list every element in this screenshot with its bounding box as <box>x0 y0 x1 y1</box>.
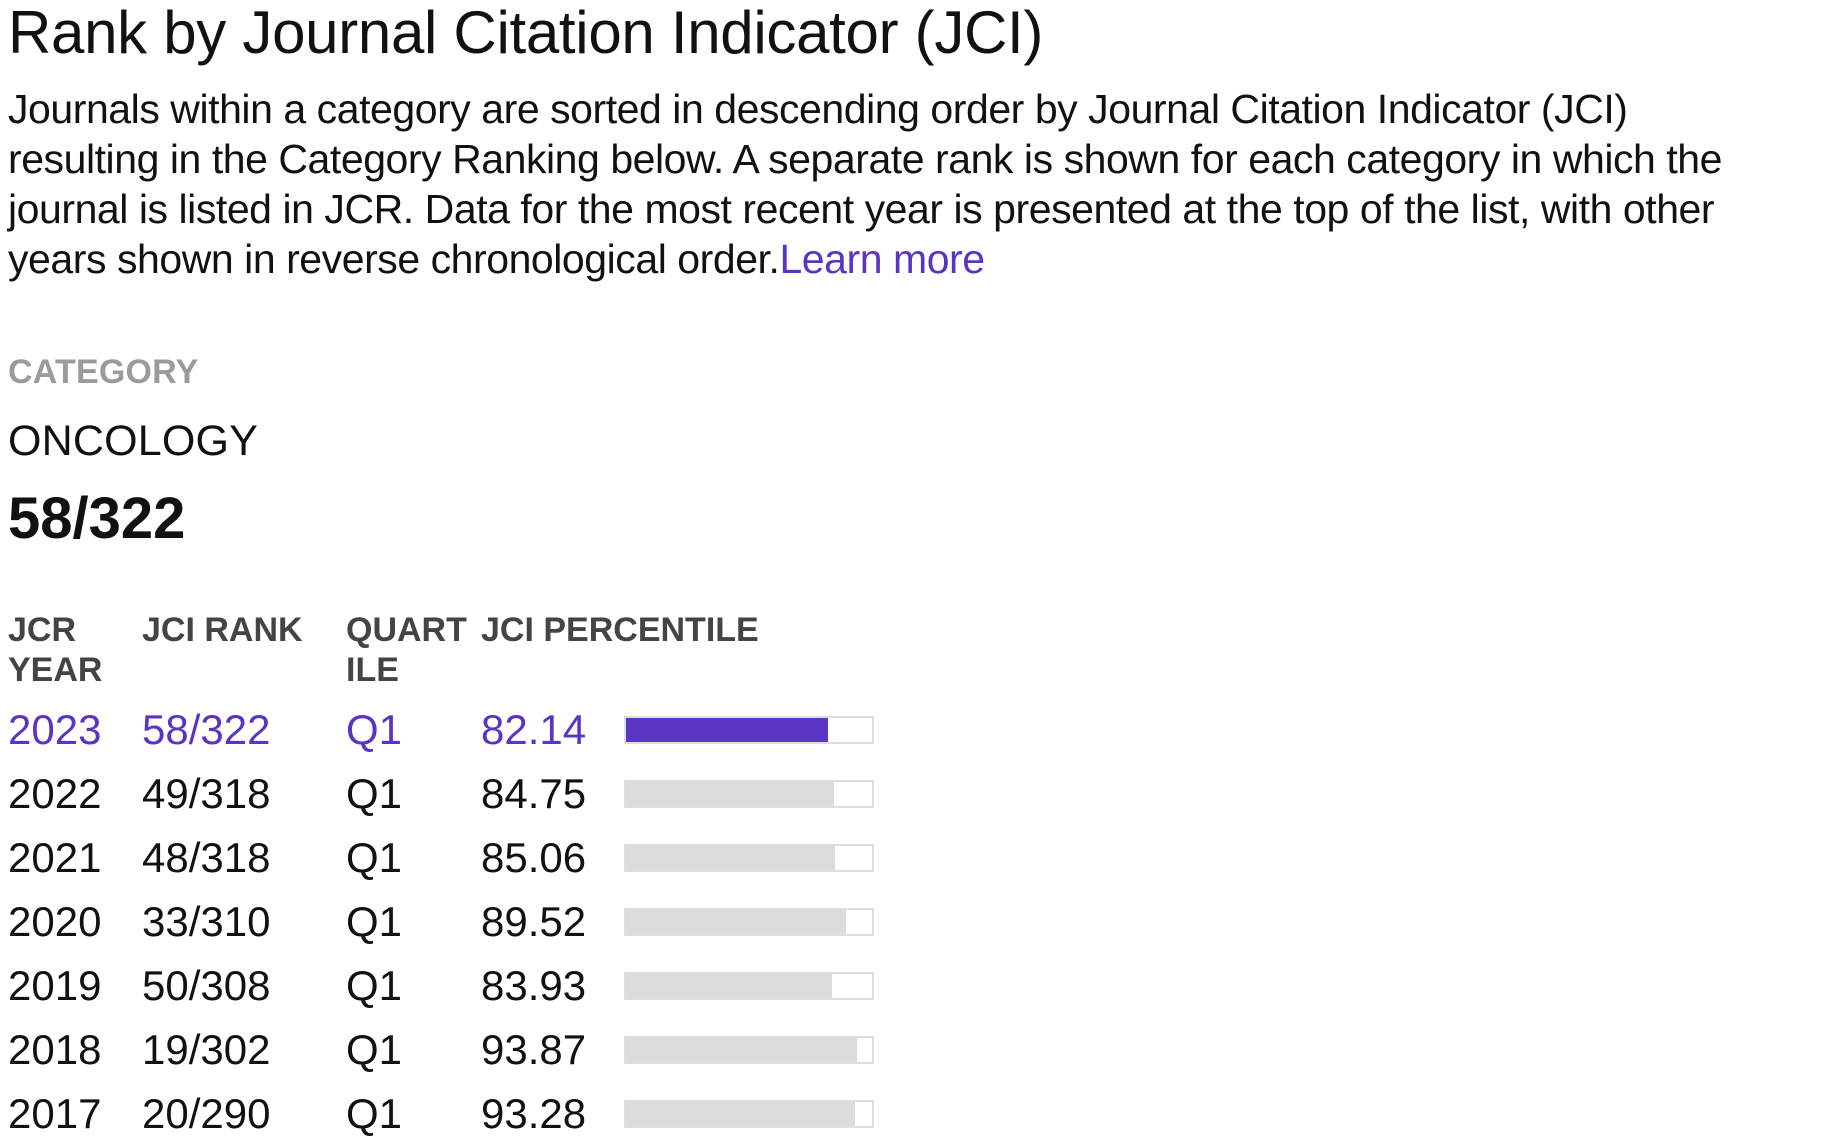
description-line-3: journal is listed in JCR. Data for the m… <box>8 186 1715 232</box>
row-quartile: Q1 <box>346 770 403 817</box>
row-percentile-bar-cell <box>624 698 884 762</box>
percentile-bar-fill <box>626 1038 857 1062</box>
header-quartile-line-2: ILE <box>346 651 399 689</box>
percentile-bar <box>624 716 874 744</box>
description-line-4: years shown in reverse chronological ord… <box>8 234 1820 284</box>
row-percentile: 89.52 <box>481 898 587 945</box>
percentile-bar <box>624 908 874 936</box>
row-percentile-bar-cell <box>624 762 884 826</box>
row-jci-rank: 33/310 <box>142 898 271 945</box>
category-name: ONCOLOGY <box>8 417 259 465</box>
row-jci-rank: 48/318 <box>142 834 271 881</box>
table-row: 2018 19/302 Q1 93.87 <box>8 1018 884 1082</box>
row-jci-rank: 50/308 <box>142 962 271 1009</box>
row-jci-rank: 49/318 <box>142 770 271 817</box>
row-quartile: Q1 <box>346 962 403 1009</box>
header-jci-percentile: JCI PERCENTILE <box>481 611 759 649</box>
percentile-bar <box>624 1036 874 1064</box>
description: Journals within a category are sorted in… <box>8 84 1820 284</box>
row-jci-rank: 58/322 <box>142 706 271 753</box>
row-percentile-bar-cell <box>624 826 884 890</box>
ranking-table-body: 2023 58/322 Q1 82.14 2022 49/318 Q1 84.75 2021 48… <box>8 698 884 1146</box>
percentile-bar-fill <box>626 1102 856 1126</box>
row-quartile: Q1 <box>346 834 403 881</box>
row-quartile: Q1 <box>346 706 403 753</box>
row-percentile: 93.28 <box>481 1090 587 1137</box>
percentile-bar <box>624 780 874 808</box>
row-percentile-bar-cell <box>624 1018 884 1082</box>
row-percentile: 85.06 <box>481 834 587 881</box>
percentile-bar <box>624 844 874 872</box>
learn-more-link[interactable]: Learn more <box>779 236 985 282</box>
header-quartile-line-1: QUART <box>346 611 467 649</box>
row-percentile: 93.87 <box>481 1026 587 1073</box>
row-percentile-bar-cell <box>624 1082 884 1146</box>
percentile-bar <box>624 1100 874 1128</box>
percentile-bar-fill <box>626 910 847 934</box>
header-jcr-year-line-1: JCR <box>8 611 77 649</box>
ranking-table: JCR YEAR JCI RANK QUART ILE JCI PERCENTI… <box>8 610 884 1146</box>
table-row: 2021 48/318 Q1 85.06 <box>8 826 884 890</box>
description-line-4-text: years shown in reverse chronological ord… <box>8 236 780 282</box>
table-row: 2023 58/322 Q1 82.14 <box>8 698 884 762</box>
row-quartile: Q1 <box>346 1090 403 1137</box>
description-line-2: resulting in the Category Ranking below.… <box>8 136 1722 182</box>
row-quartile: Q1 <box>346 898 403 945</box>
row-year: 2020 <box>8 898 102 945</box>
row-year: 2018 <box>8 1026 102 1073</box>
row-percentile-bar-cell <box>624 954 884 1018</box>
row-percentile: 82.14 <box>481 706 587 753</box>
category-rank: 58/322 <box>8 486 186 551</box>
percentile-bar <box>624 972 874 1000</box>
header-jci-rank: JCI RANK <box>142 611 303 649</box>
row-percentile: 83.93 <box>481 962 587 1009</box>
description-line-1: Journals within a category are sorted in… <box>8 86 1628 132</box>
row-jci-rank: 19/302 <box>142 1026 271 1073</box>
table-row: 2022 49/318 Q1 84.75 <box>8 762 884 826</box>
table-row: 2017 20/290 Q1 93.28 <box>8 1082 884 1146</box>
row-quartile: Q1 <box>346 1026 403 1073</box>
row-year: 2017 <box>8 1090 102 1137</box>
percentile-bar-fill <box>626 782 835 806</box>
row-year: 2019 <box>8 962 102 1009</box>
percentile-bar-fill <box>626 718 829 742</box>
header-jcr-year-line-2: YEAR <box>8 651 103 689</box>
table-header-row: JCR YEAR JCI RANK QUART ILE JCI PERCENTI… <box>8 610 884 698</box>
row-year: 2023 <box>8 706 102 753</box>
row-jci-rank: 20/290 <box>142 1090 271 1137</box>
category-label: CATEGORY <box>8 353 199 391</box>
percentile-bar-fill <box>626 846 836 870</box>
page-title: Rank by Journal Citation Indicator (JCI) <box>8 0 1044 66</box>
header-jcr-year: JCR YEAR <box>8 610 142 698</box>
table-row: 2020 33/310 Q1 89.52 <box>8 890 884 954</box>
row-percentile-bar-cell <box>624 890 884 954</box>
header-quartile: QUART ILE <box>346 610 481 698</box>
row-year: 2021 <box>8 834 102 881</box>
row-year: 2022 <box>8 770 102 817</box>
row-percentile: 84.75 <box>481 770 587 817</box>
table-row: 2019 50/308 Q1 83.93 <box>8 954 884 1018</box>
percentile-bar-fill <box>626 974 833 998</box>
